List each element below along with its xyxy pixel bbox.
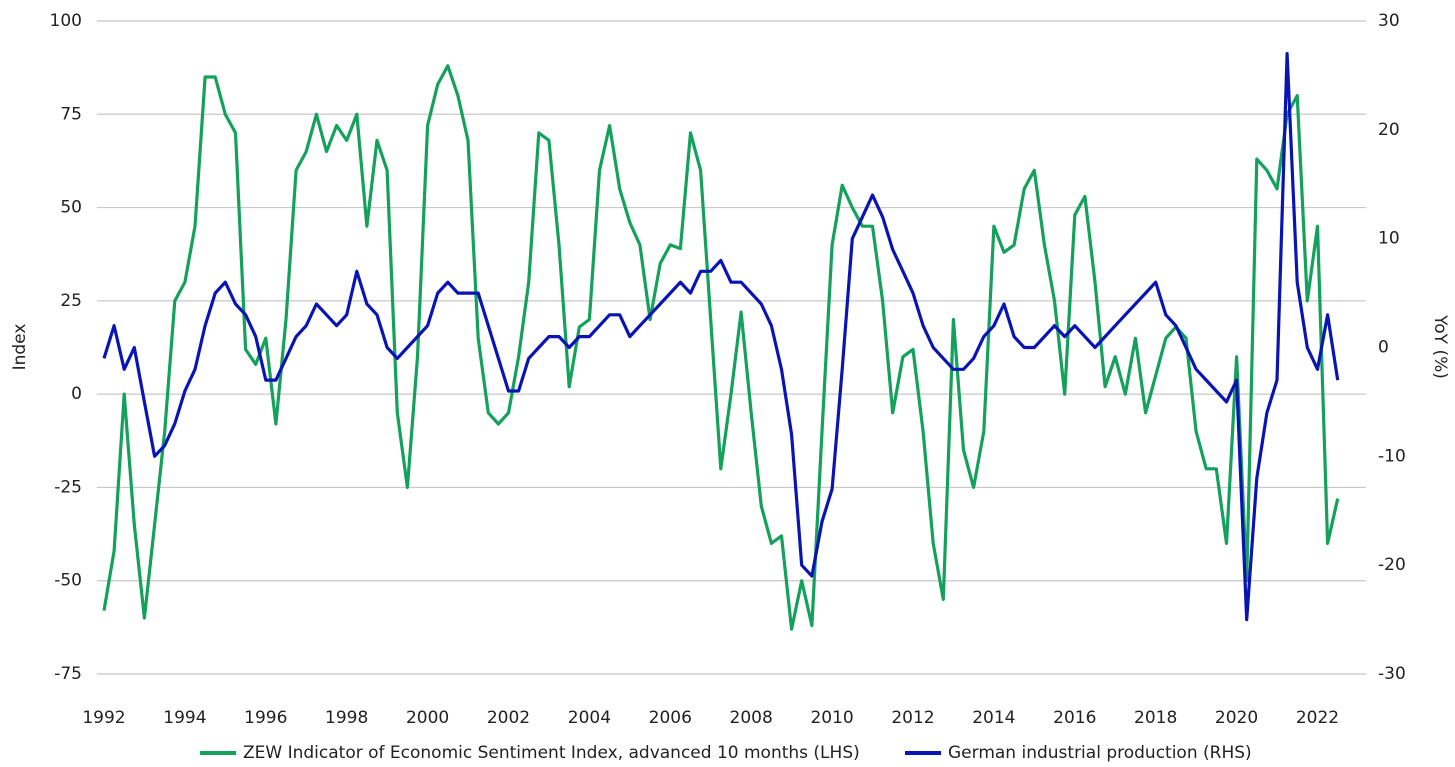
y-tick-label: 100 — [50, 11, 82, 31]
x-tick-label: 2020 — [1215, 708, 1258, 728]
x-tick-label: 1998 — [325, 708, 368, 728]
legend-label: German industrial production (RHS) — [948, 743, 1252, 763]
y-tick-label: 25 — [60, 291, 82, 311]
x-tick-label: 2000 — [406, 708, 449, 728]
x-tick-label: 2018 — [1134, 708, 1177, 728]
series-line — [102, 52, 1340, 622]
y-tick-label: 0 — [71, 384, 82, 404]
x-tick-label: 2010 — [810, 708, 853, 728]
y-tick-label: 75 — [60, 104, 82, 124]
x-tick-label: 2012 — [891, 708, 934, 728]
x-tick-label: 2004 — [568, 708, 611, 728]
x-tick-label: 2022 — [1296, 708, 1339, 728]
series-line — [102, 64, 1340, 631]
legend-label: ZEW Indicator of Economic Sentiment Inde… — [243, 743, 860, 763]
x-tick-label: 1992 — [82, 708, 125, 728]
y2-tick-label: 30 — [1378, 11, 1400, 31]
x-tick-label: 2002 — [487, 708, 530, 728]
y-tick-label: -25 — [54, 477, 82, 497]
y2-tick-label: 0 — [1378, 338, 1389, 358]
y-tick-label: 50 — [60, 198, 82, 218]
x-tick-label: 2006 — [649, 708, 692, 728]
y2-tick-label: -20 — [1378, 555, 1406, 575]
y-axis-title: Index — [10, 324, 30, 371]
y2-tick-label: 10 — [1378, 229, 1400, 249]
x-tick-label: 2014 — [972, 708, 1015, 728]
x-tick-label: 1994 — [163, 708, 206, 728]
y2-tick-label: 20 — [1378, 120, 1400, 140]
x-tick-label: 2008 — [730, 708, 773, 728]
y2-axis-title: YoY (%) — [1430, 314, 1450, 379]
y2-tick-label: -30 — [1378, 664, 1406, 684]
y-tick-label: -75 — [54, 664, 82, 684]
y-tick-label: -50 — [54, 571, 82, 591]
x-tick-label: 2016 — [1053, 708, 1096, 728]
x-tick-label: 1996 — [244, 708, 287, 728]
y2-tick-label: -10 — [1378, 446, 1406, 466]
